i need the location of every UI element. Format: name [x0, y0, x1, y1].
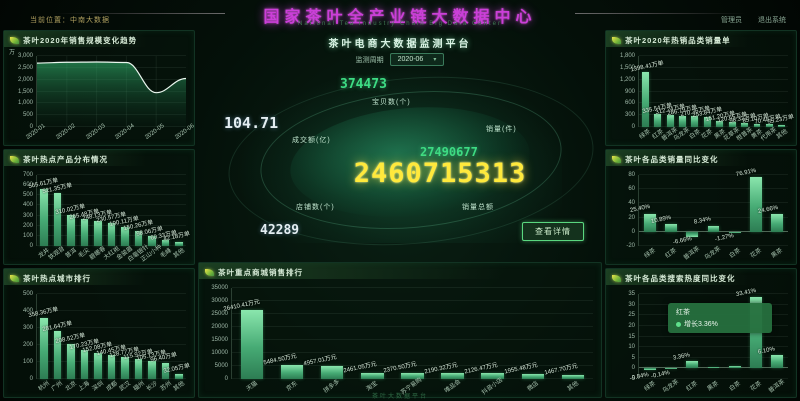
- period-dropdown[interactable]: 2020-06 ▾: [389, 53, 445, 66]
- stage-glow: [238, 71, 562, 243]
- stat-item-count: 374473: [340, 77, 387, 92]
- leaf-icon: [612, 274, 621, 282]
- detail-button[interactable]: 查看详情: [522, 222, 584, 241]
- panel-title-category-yoy: 茶叶各品类销量同比变化: [625, 154, 719, 164]
- mall-sales-chart: 0 5000 10000 15000 20000 25000 30000 35000 26410…: [211, 285, 593, 396]
- chart-tooltip: 红茶 增长3.36%: [668, 303, 772, 333]
- panel-title-sales-trend: 茶叶2020年销售规模变化趋势: [23, 35, 138, 45]
- panel-hot-products: 茶叶热点产品分布情况 0 100 200 300 400 500 600 700 565.61万…: [3, 149, 195, 265]
- right-column: 茶叶2020年热销品类销量单 0 300 600 900 1,200 1,500 1,800…: [605, 30, 797, 398]
- leaf-icon: [10, 36, 19, 44]
- stat-shop-count: 42289: [260, 223, 300, 238]
- platform-title: 茶叶电商大数据监测平台: [328, 39, 472, 50]
- panel-title-search-yoy: 茶叶各品类搜索热度同比变化: [625, 273, 736, 283]
- header-decoration-line: [55, 13, 225, 14]
- stat-volume-label: 销量(件): [486, 126, 517, 133]
- panel-mall-sales: 茶叶重点商城销售排行 0 5000 10000 15000 20000 25000 3000…: [198, 262, 602, 398]
- leaf-icon: [10, 274, 19, 282]
- panel-hot-cities: 茶叶热点城市排行 0 100 200 300 400 500 358.36万单 杭州 281.6…: [3, 268, 195, 398]
- panel-search-yoy: 茶叶各品类搜索热度同比变化 -5 0 5 10 15 20 25 30 35 -0.84% 绿茶 -0…: [605, 268, 797, 398]
- main-area: 茶叶2020年销售规模变化趋势 0 500 1,000 1,500 2,000 2,500…: [0, 30, 800, 401]
- center-column: 茶叶电商大数据监测平台 监测周期 2020-06 ▾ 374473 宝贝数(个)…: [198, 30, 602, 398]
- footer-text: 茶叶大数据平台: [371, 394, 428, 400]
- page-subtitle: National Tea Industry Chain Big Data Cen…: [298, 21, 502, 27]
- breadcrumb: 当前位置：中南大数据: [30, 17, 110, 24]
- leaf-icon: [612, 36, 621, 44]
- page-title: 国家茶叶全产业链大数据中心: [263, 9, 537, 26]
- tooltip-category: 红茶: [676, 309, 690, 316]
- period-label: 监测周期: [355, 56, 384, 64]
- top-header: 当前位置：中南大数据 国家茶叶全产业链大数据中心 National Tea In…: [0, 0, 800, 30]
- stat-total-sales: 2460715313: [353, 158, 527, 189]
- panel-category-yoy: 茶叶各品类销量同比变化 -20 0 20 40 60 80 25.40% 绿茶 10.89% 红茶…: [605, 149, 797, 265]
- stat-shop-count-label: 店铺数(个): [296, 204, 335, 211]
- admin-link[interactable]: 管理员: [721, 17, 743, 24]
- panel-title-hot-products: 茶叶热点产品分布情况: [23, 154, 108, 164]
- left-column: 茶叶2020年销售规模变化趋势 0 500 1,000 1,500 2,000 2,500…: [3, 30, 196, 398]
- stat-gmv-label: 成交额(亿): [292, 137, 331, 144]
- legend-dot-icon: [676, 321, 681, 327]
- category-yoy-chart: -20 0 20 40 60 80 25.40% 绿茶 10.89% 红茶 -6.66% 普洱茶 8.3…: [626, 168, 788, 262]
- tooltip-value: 增长3.36%: [684, 321, 718, 328]
- stat-gmv: 104.71: [224, 114, 279, 132]
- logout-link[interactable]: 退出系统: [758, 17, 786, 24]
- hot-cities-chart: 0 100 200 300 400 500 358.36万单 杭州 281.64万单 广州 208.…: [22, 291, 192, 393]
- panel-title-hot-cities: 茶叶热点城市排行: [23, 273, 91, 283]
- leaf-icon: [10, 155, 19, 163]
- panel-title-mall-sales: 茶叶重点商城销售排行: [218, 267, 303, 277]
- chevron-down-icon: ▾: [433, 57, 437, 63]
- stat-item-count-label: 宝贝数(个): [372, 99, 411, 106]
- period-value: 2020-06: [397, 56, 424, 63]
- leaf-icon: [205, 268, 214, 276]
- category-sales-chart: 0 300 600 900 1,200 1,500 1,800 1398.41万单 绿茶 335.…: [619, 53, 795, 143]
- panel-category-sales: 茶叶2020年热销品类销量单 0 300 600 900 1,200 1,500 1,800…: [605, 30, 797, 146]
- stat-volume: 27490677: [420, 145, 478, 159]
- leaf-icon: [612, 155, 621, 163]
- stat-total-sales-label: 销量总额: [462, 204, 494, 211]
- panel-title-category-sales: 茶叶2020年热销品类销量单: [625, 35, 731, 45]
- panel-sales-trend: 茶叶2020年销售规模变化趋势 0 500 1,000 1,500 2,000 2,500…: [3, 30, 196, 146]
- sales-trend-chart: 0 500 1,000 1,500 2,000 2,500 3,000 万 2020-01 202…: [9, 50, 196, 141]
- hot-products-chart: 0 100 200 300 400 500 600 700 565.61万单 龙井 521.35万单…: [22, 172, 192, 264]
- monitoring-stage: 茶叶电商大数据监测平台 监测周期 2020-06 ▾ 374473 宝贝数(个)…: [198, 30, 602, 259]
